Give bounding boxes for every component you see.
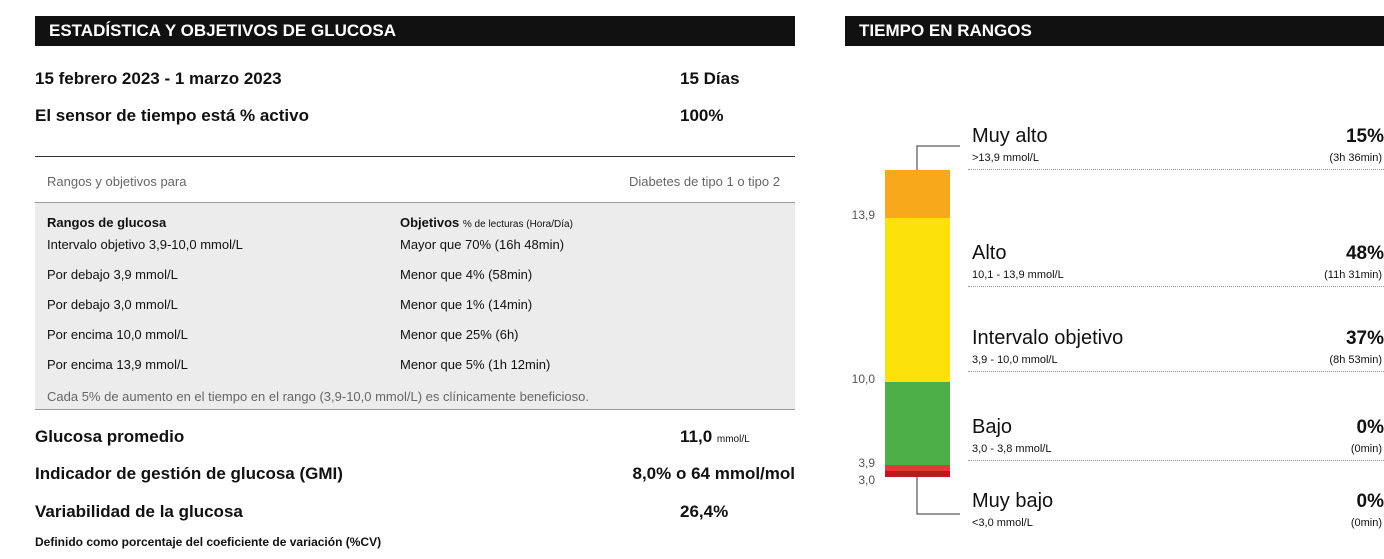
stats-header: ESTADÍSTICA Y OBJETIVOS DE GLUCOSA <box>35 16 795 46</box>
sensor-label: El sensor de tiempo está % activo <box>35 106 309 125</box>
mean-label: Glucosa promedio <box>35 427 185 446</box>
range-limits: <3,0 mmol/L <box>972 517 1033 529</box>
header-targets: Objetivos % de lecturas (Hora/Día) <box>400 215 573 230</box>
gmi-value: 8,0% o 64 mmol/mol <box>632 464 796 483</box>
header-ranges: Rangos de glucosa <box>47 215 167 230</box>
divider <box>35 156 795 157</box>
header-targets-note: % de lecturas (Hora/Día) <box>462 219 573 230</box>
range-name: Intervalo objetivo <box>972 327 1124 349</box>
bar-very-low <box>885 471 950 477</box>
range-name: Muy alto <box>972 125 1048 147</box>
range-name: Bajo <box>972 416 1013 438</box>
range-time: (0min) <box>1350 443 1382 455</box>
ranges-for: Diabetes de tipo 1 o tipo 2 <box>628 174 780 189</box>
target-cell: Menor que 5% (1h 12min) <box>400 357 551 372</box>
range-name: Alto <box>972 242 1007 264</box>
range-limits: >13,9 mmol/L <box>972 152 1039 164</box>
bracket-bottom <box>916 477 960 515</box>
period: 15 febrero 2023 - 1 marzo 2023 <box>35 69 282 88</box>
bracket-top <box>916 145 960 170</box>
target-cell: Mayor que 70% (16h 48min) <box>400 237 565 252</box>
bar-low <box>885 465 950 471</box>
range-limits: 10,1 - 13,9 mmol/L <box>972 269 1064 281</box>
axis-label: 10,0 <box>851 372 875 386</box>
range-percent: 37% <box>1345 328 1384 349</box>
range-cell: Por debajo 3,9 mmol/L <box>47 267 178 282</box>
range-time: (11h 31min) <box>1324 269 1382 281</box>
range-name: Muy bajo <box>972 490 1054 512</box>
range-cell: Por encima 13,9 mmol/L <box>47 357 188 372</box>
range-percent: 48% <box>1345 243 1384 264</box>
header-targets-title: Objetivos <box>400 215 460 230</box>
bar-high <box>885 218 950 382</box>
range-time: (3h 36min) <box>1329 152 1382 164</box>
cv-label: Variabilidad de la glucosa <box>35 502 243 521</box>
axis-label: 13,9 <box>851 208 875 222</box>
separator <box>968 371 1384 372</box>
mean-number: 11,0 <box>680 427 713 446</box>
range-limits: 3,9 - 10,0 mmol/L <box>972 354 1058 366</box>
range-cell: Intervalo objetivo 3,9-10,0 mmol/L <box>47 237 243 252</box>
range-time: (8h 53min) <box>1329 354 1382 366</box>
cv-note: Definido como porcentaje del coeficiente… <box>35 535 382 549</box>
bar-target <box>885 382 950 465</box>
range-time: (0min) <box>1350 517 1382 529</box>
separator <box>968 460 1384 461</box>
range-cell: Por encima 10,0 mmol/L <box>47 327 188 342</box>
ranges-label: Rangos y objetivos para <box>47 174 187 189</box>
bar-very-high <box>885 170 950 218</box>
target-cell: Menor que 4% (58min) <box>400 267 533 282</box>
mean-unit: mmol/L <box>716 434 750 445</box>
range-limits: 3,0 - 3,8 mmol/L <box>972 443 1052 455</box>
mean-value: 11,0 mmol/L <box>680 427 750 447</box>
range-percent: 0% <box>1356 491 1384 512</box>
gmi-label: Indicador de gestión de glucosa (GMI) <box>35 464 343 483</box>
target-cell: Menor que 1% (14min) <box>400 297 533 312</box>
note: Cada 5% de aumento en el tiempo en el ra… <box>47 389 589 404</box>
axis-label: 3,0 <box>858 473 875 487</box>
axis-label: 3,9 <box>858 456 875 470</box>
targets-box <box>35 202 795 410</box>
separator <box>968 286 1384 287</box>
target-cell: Menor que 25% (6h) <box>400 327 519 342</box>
range-percent: 15% <box>1345 126 1384 147</box>
sensor-value: 100% <box>680 106 724 125</box>
range-percent: 0% <box>1356 417 1384 438</box>
cv-value: 26,4% <box>680 502 729 521</box>
separator <box>968 169 1384 170</box>
range-cell: Por debajo 3,0 mmol/L <box>47 297 178 312</box>
tir-header: TIEMPO EN RANGOS <box>845 16 1384 46</box>
days: 15 Días <box>680 69 740 88</box>
